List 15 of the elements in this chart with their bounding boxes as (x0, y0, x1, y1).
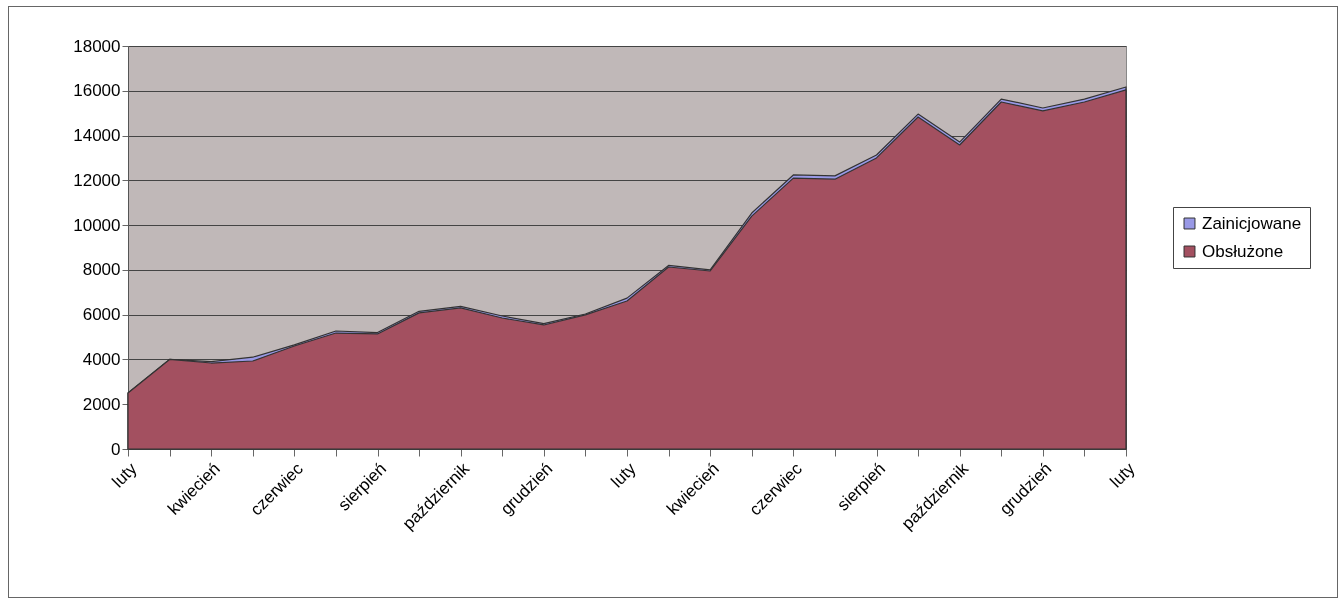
x-tick-label: luty (1106, 458, 1139, 492)
y-tick-label: 18000 (73, 36, 121, 56)
y-tick-label: 16000 (73, 81, 121, 101)
y-tick-label: 2000 (82, 394, 121, 414)
legend-label: Obsłużone (1202, 241, 1284, 261)
y-tick-label: 0 (111, 439, 121, 459)
y-tick-label: 8000 (82, 260, 121, 280)
legend-label: Zainicjowane (1202, 213, 1302, 233)
y-tick-label: 12000 (73, 170, 121, 190)
y-tick-label: 6000 (82, 305, 121, 325)
y-tick-label: 14000 (73, 126, 121, 146)
x-tick-label: luty (607, 458, 640, 492)
y-tick-label: 10000 (73, 215, 121, 235)
x-tick-label: luty (108, 458, 141, 492)
y-tick-label: 4000 (82, 349, 121, 369)
